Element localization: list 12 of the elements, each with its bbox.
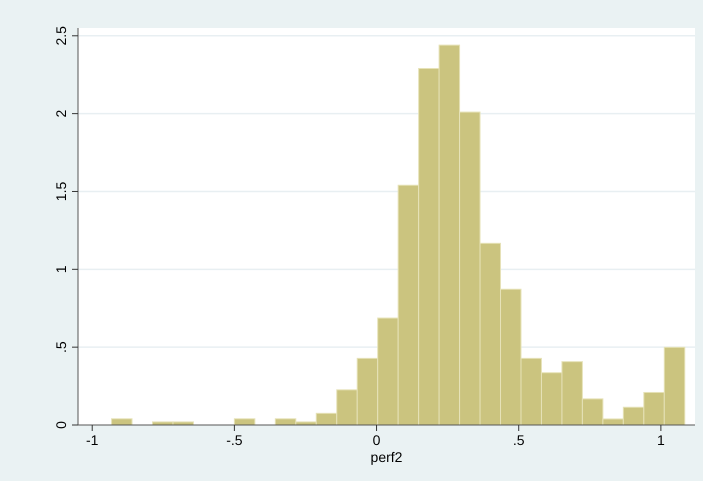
x-tick-label: .5 — [512, 432, 525, 448]
x-tick-label: -1 — [86, 432, 99, 448]
y-tick-label: .5 — [53, 341, 69, 353]
x-tick-label: 1 — [656, 432, 665, 448]
y-tick-label: 2 — [53, 110, 69, 118]
x-axis-title: perf2 — [370, 449, 403, 465]
y-tick-label: 1.5 — [53, 182, 69, 202]
x-tick-label: -.5 — [226, 432, 243, 448]
y-tick-label: 1 — [53, 265, 69, 274]
y-tick-label: 2.5 — [53, 26, 69, 46]
x-tick-label: 0 — [372, 432, 381, 448]
y-tick-label: 0 — [53, 420, 69, 429]
